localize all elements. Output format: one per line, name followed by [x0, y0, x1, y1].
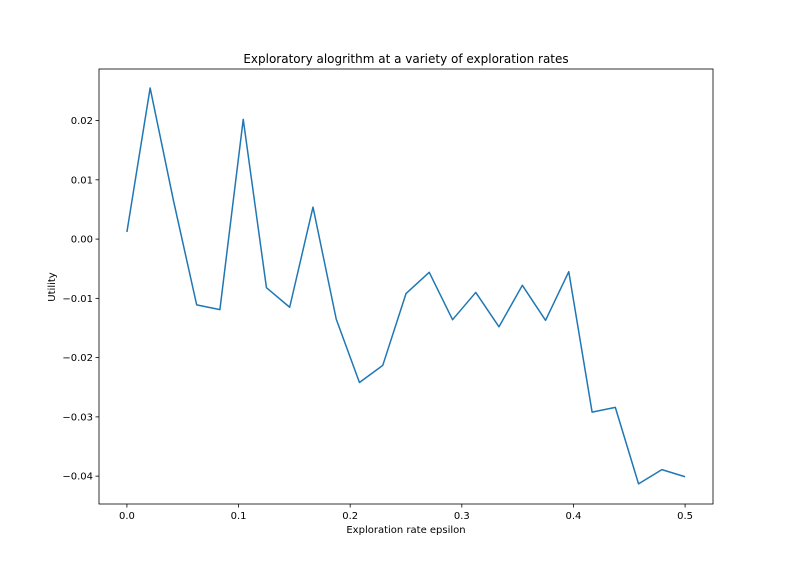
y-axis-ticks: 0.02 0.01 0.00 −0.01 −0.02 −0.03 −0.04 [62, 116, 99, 483]
series-line [126, 87, 686, 485]
x-tick-label: 0.1 [231, 511, 247, 522]
x-tick-label: 0.2 [342, 511, 358, 522]
chart-title: Exploratory alogrithm at a variety of ex… [243, 52, 568, 66]
x-tick-label: 0.3 [454, 511, 470, 522]
x-axis-ticks: 0.0 0.1 0.2 0.3 0.4 0.5 [119, 504, 693, 522]
y-tick-label: 0.01 [71, 175, 93, 186]
y-tick-label: −0.03 [62, 412, 93, 423]
y-tick-label: −0.01 [62, 294, 93, 305]
y-tick-label: 0.02 [71, 116, 93, 127]
y-tick-label: 0.00 [71, 235, 93, 246]
x-tick-label: 0.0 [119, 511, 135, 522]
x-tick-label: 0.4 [566, 511, 582, 522]
x-axis-label: Exploration rate epsilon [346, 525, 465, 536]
y-axis-label: Utility [47, 272, 58, 301]
y-tick-label: −0.02 [62, 353, 93, 364]
axes-frame [98, 68, 714, 505]
x-tick-label: 0.5 [677, 511, 693, 522]
y-tick-label: −0.04 [62, 472, 93, 483]
